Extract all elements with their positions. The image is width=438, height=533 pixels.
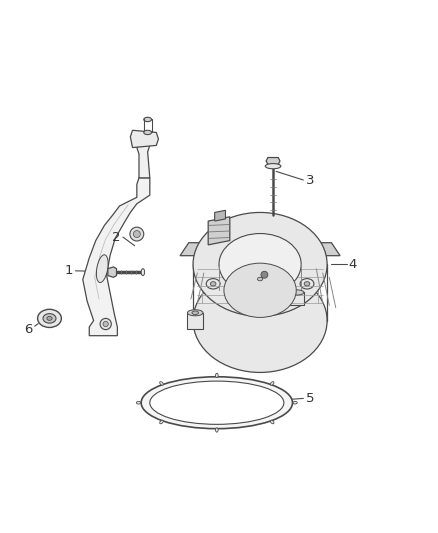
Ellipse shape (206, 279, 220, 289)
Ellipse shape (270, 420, 274, 424)
Ellipse shape (224, 263, 296, 317)
Ellipse shape (219, 233, 301, 295)
Ellipse shape (270, 382, 274, 385)
Ellipse shape (293, 401, 297, 404)
Circle shape (261, 271, 268, 278)
Ellipse shape (141, 269, 145, 276)
Ellipse shape (47, 317, 52, 320)
Ellipse shape (249, 275, 271, 283)
Ellipse shape (187, 310, 203, 316)
Polygon shape (137, 143, 150, 178)
Text: 1: 1 (64, 264, 73, 277)
Circle shape (130, 227, 144, 241)
Ellipse shape (249, 299, 271, 306)
Ellipse shape (193, 213, 327, 316)
Polygon shape (215, 211, 226, 221)
Text: 6: 6 (25, 322, 33, 336)
Ellipse shape (160, 382, 163, 385)
Ellipse shape (300, 279, 314, 289)
Ellipse shape (150, 381, 284, 424)
Text: 2: 2 (112, 231, 120, 244)
Ellipse shape (192, 311, 198, 314)
Ellipse shape (160, 420, 163, 424)
Polygon shape (131, 130, 159, 148)
Text: 3: 3 (305, 174, 314, 187)
Bar (249, 279, 271, 303)
Ellipse shape (215, 428, 218, 432)
Polygon shape (108, 267, 117, 277)
Ellipse shape (210, 281, 216, 286)
Bar (187, 313, 203, 329)
Ellipse shape (304, 281, 310, 286)
Polygon shape (180, 243, 340, 256)
Ellipse shape (38, 309, 61, 327)
Ellipse shape (290, 290, 304, 295)
Circle shape (100, 318, 111, 329)
Ellipse shape (265, 164, 281, 169)
Ellipse shape (141, 377, 293, 429)
Ellipse shape (144, 130, 152, 135)
Text: 4: 4 (349, 258, 357, 271)
Text: 5: 5 (305, 392, 314, 405)
Polygon shape (208, 217, 230, 245)
Ellipse shape (136, 401, 141, 404)
Ellipse shape (215, 373, 218, 378)
Circle shape (134, 231, 140, 238)
Ellipse shape (258, 277, 263, 281)
Circle shape (103, 321, 108, 327)
Ellipse shape (43, 313, 56, 323)
Ellipse shape (96, 255, 108, 282)
Polygon shape (83, 178, 150, 336)
Ellipse shape (193, 269, 327, 373)
Polygon shape (266, 158, 280, 165)
Ellipse shape (144, 117, 152, 122)
Bar (290, 293, 304, 305)
